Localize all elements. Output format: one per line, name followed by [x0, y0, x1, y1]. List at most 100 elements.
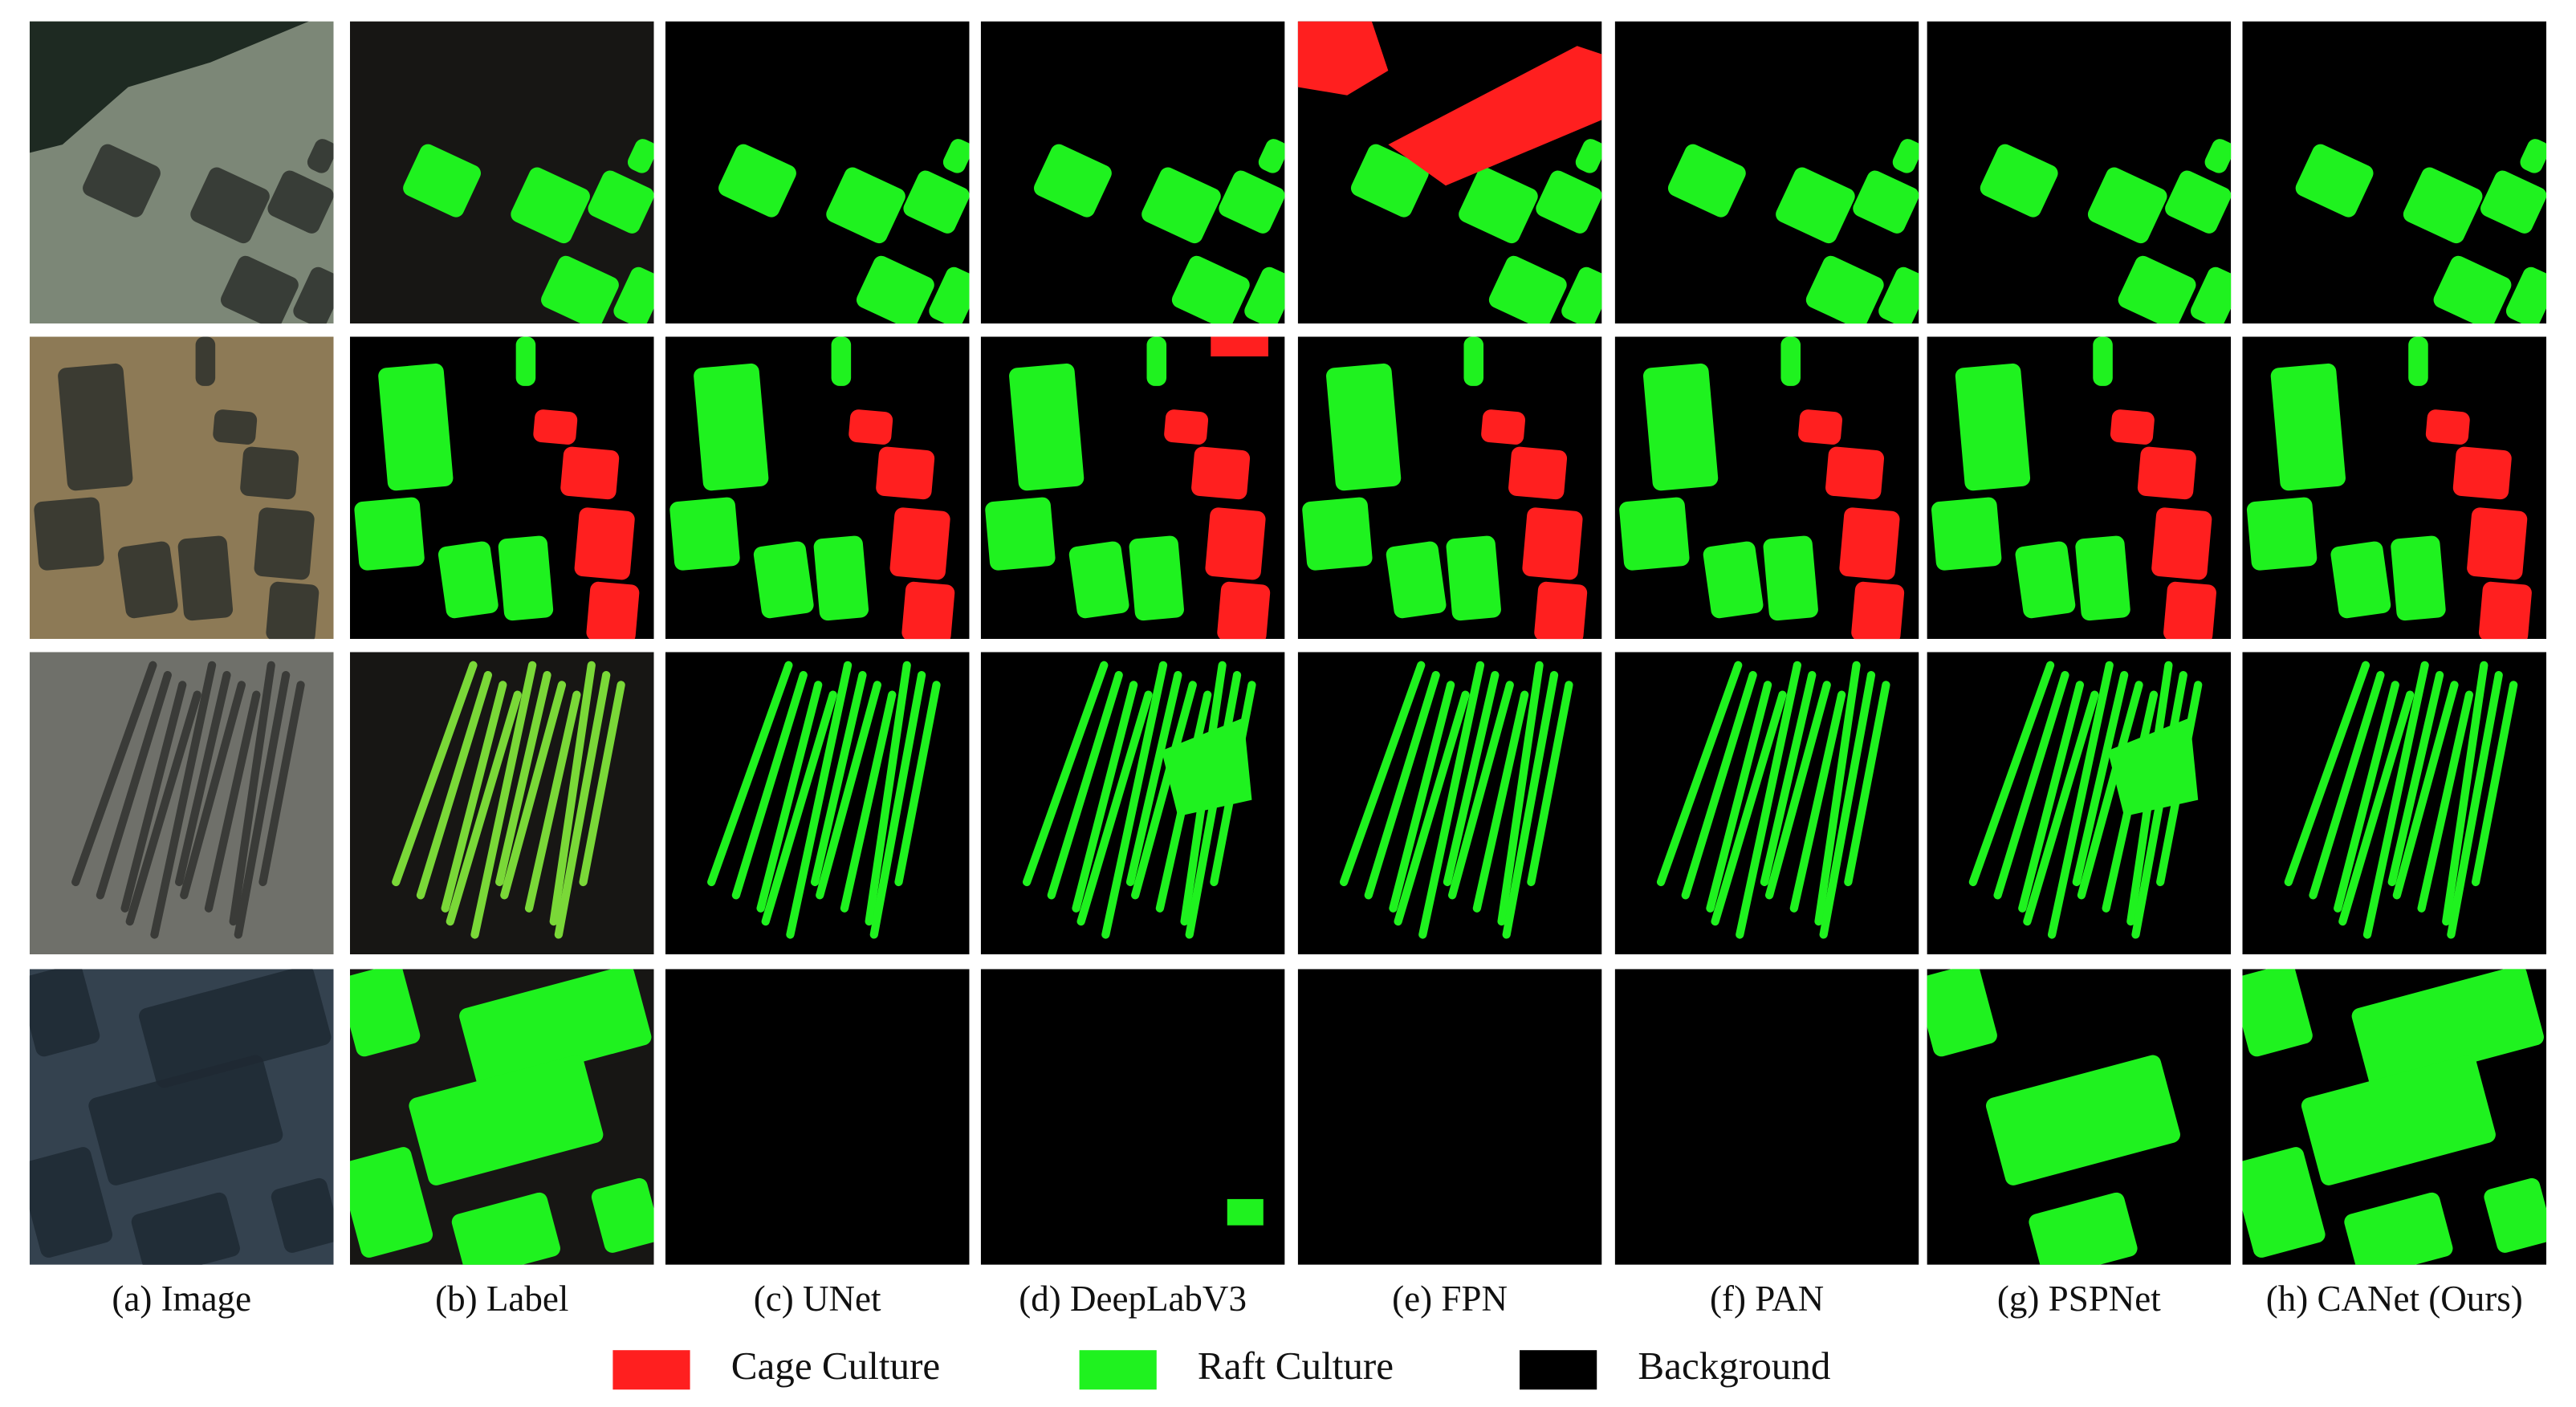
segment [1459, 167, 1538, 244]
segment [1211, 336, 1268, 357]
segment [2151, 507, 2212, 580]
segment [177, 535, 234, 621]
result-tile [1614, 336, 1919, 640]
column-caption: (b) Label [435, 1279, 568, 1319]
segment [437, 541, 499, 619]
column-caption: (h) CANet (Ours) [2266, 1279, 2523, 1319]
tile-background [665, 969, 970, 1265]
segment [409, 1055, 604, 1185]
raft-line [1844, 681, 1890, 887]
tile-content [349, 969, 654, 1265]
segment [190, 167, 270, 244]
segment [266, 581, 319, 640]
segment [1386, 541, 1447, 619]
segment [459, 969, 652, 1088]
raft-line [786, 661, 853, 939]
segment [83, 144, 161, 218]
result-tile [1927, 336, 2232, 640]
segment [1326, 363, 1402, 491]
segment [2403, 167, 2483, 244]
segment [2242, 1147, 2326, 1258]
tile-content [1297, 969, 1602, 1265]
segment [929, 266, 970, 324]
segment [1446, 535, 1501, 621]
segment [29, 1147, 112, 1258]
raft-line [1072, 681, 1138, 913]
segment [1217, 581, 1271, 640]
segment [1388, 46, 1602, 186]
segment [2270, 363, 2346, 491]
tile-content [29, 21, 334, 324]
tile-content [2242, 21, 2547, 324]
segment [2015, 541, 2076, 619]
tile-content [349, 336, 654, 640]
segment [34, 497, 104, 571]
segment [515, 336, 536, 386]
raft-line [2072, 670, 2129, 887]
segment [2344, 1192, 2453, 1265]
raft-line [125, 690, 201, 926]
segment [627, 139, 654, 173]
segment [1463, 336, 1484, 386]
raft-line [761, 690, 837, 926]
raft-line [816, 681, 882, 900]
result-tile [980, 336, 1285, 640]
column-caption: (e) FPN [1392, 1279, 1508, 1319]
raft-line [2471, 681, 2518, 887]
result-tile [2242, 969, 2547, 1265]
raft-line [731, 670, 808, 900]
segment [1302, 497, 1373, 571]
column-caption: (a) Image [112, 1279, 251, 1319]
segment [403, 144, 482, 218]
raft-line [1394, 690, 1470, 926]
segment [88, 1055, 283, 1185]
segment [813, 535, 869, 621]
segment [1171, 255, 1250, 324]
result-tile [1297, 969, 1602, 1265]
legend-label: Cage Culture [731, 1344, 941, 1388]
segment [2505, 266, 2547, 324]
raft-line [441, 681, 507, 913]
tile-content [980, 969, 1285, 1265]
raft-line [2362, 661, 2429, 939]
segment [2118, 255, 2196, 324]
segment [1878, 266, 1919, 324]
segment [2301, 1055, 2496, 1185]
segment [2165, 170, 2232, 234]
segment [1825, 446, 1885, 500]
raft-line [1364, 670, 1440, 900]
raft-line [549, 661, 596, 926]
segment [2480, 170, 2547, 234]
result-tile [1297, 336, 1602, 640]
raft-line [2392, 681, 2459, 900]
result-tile [1614, 652, 1919, 954]
result-tile [29, 336, 334, 640]
segment [1129, 535, 1184, 621]
segment [1488, 255, 1567, 324]
column-caption: (f) PAN [1710, 1279, 1824, 1319]
raft-blob [2107, 718, 2199, 817]
segment [117, 541, 178, 619]
segment [753, 541, 814, 619]
raft-line [869, 670, 926, 939]
result-tile [1927, 652, 2232, 954]
segment [307, 139, 334, 173]
segment [1667, 144, 1746, 218]
column-caption: (c) UNet [754, 1279, 881, 1319]
result-tile [29, 969, 334, 1265]
result-tile [1297, 21, 1602, 324]
segment [2408, 336, 2428, 386]
raft-line [2077, 681, 2143, 900]
tile-content [2242, 969, 2547, 1265]
segment [1534, 581, 1588, 640]
segment [2110, 409, 2155, 445]
raft-line [96, 670, 172, 900]
raft-line [1736, 661, 1802, 939]
raft-line [1993, 670, 2069, 900]
segment [826, 167, 905, 244]
raft-line [894, 681, 941, 887]
raft-line [2447, 670, 2503, 939]
tile-content [1927, 336, 2232, 640]
segment [574, 507, 635, 580]
tile-content [1614, 21, 1919, 324]
